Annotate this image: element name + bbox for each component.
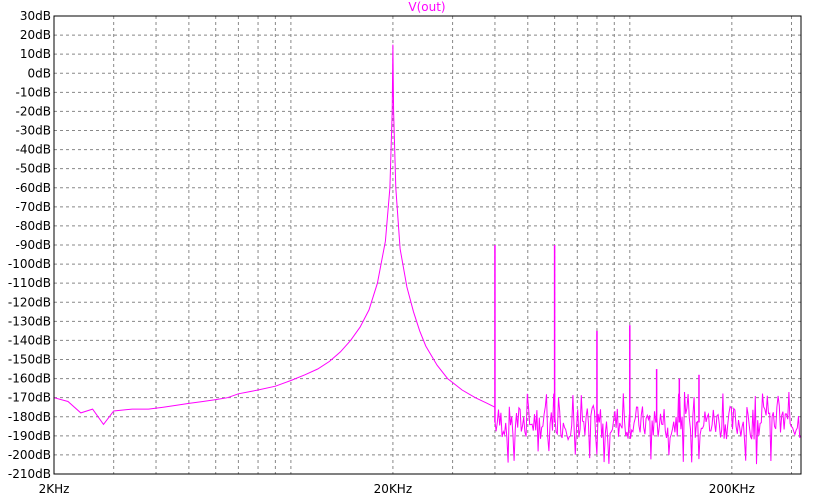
y-tick-label: -80dB (16, 219, 51, 233)
y-tick-label: -90dB (16, 238, 51, 252)
y-axis: 30dB 20dB 10dB 0dB -10dB -20dB -30dB -40dB -50dB… (8, 9, 51, 481)
plot-frame (53, 15, 802, 475)
y-tick-label: -100dB (8, 257, 51, 271)
y-tick-label: -170dB (8, 391, 51, 405)
y-tick-label: -180dB (8, 410, 51, 424)
trace-noise-floor (494, 391, 802, 465)
y-tick-label: -70dB (16, 200, 51, 214)
y-tick-label: -120dB (8, 295, 51, 309)
y-tick-label: -30dB (16, 124, 51, 138)
y-tick-label: -190dB (8, 429, 51, 443)
x-tick-label: 2KHz (39, 482, 70, 496)
y-tick-label: -40dB (16, 143, 51, 157)
y-tick-label: 0dB (28, 66, 51, 80)
y-tick-label: 30dB (20, 9, 51, 23)
trace-main (53, 44, 496, 426)
y-tick-label: 20dB (20, 28, 51, 42)
y-tick-label: -20dB (16, 104, 51, 118)
y-tick-label: -50dB (16, 162, 51, 176)
y-tick-label: 10dB (20, 47, 51, 61)
y-tick-label: -60dB (16, 181, 51, 195)
x-tick-label: 200KHz (709, 482, 755, 496)
y-tick-label: -130dB (8, 314, 51, 328)
y-tick-label: -10dB (16, 85, 51, 99)
y-tick-label: -150dB (8, 353, 51, 367)
y-tick-label: -200dB (8, 448, 51, 462)
trace-layer (53, 44, 802, 465)
y-tick-label: -110dB (8, 276, 51, 290)
y-tick-label: -140dB (8, 333, 51, 347)
chart-title: V(out) (408, 0, 445, 14)
x-tick-label: 20KHz (374, 482, 412, 496)
y-tick-label: -210dB (8, 467, 51, 481)
x-axis: 2KHz 20KHz 200KHz (39, 482, 755, 496)
y-tick-label: -160dB (8, 372, 51, 386)
